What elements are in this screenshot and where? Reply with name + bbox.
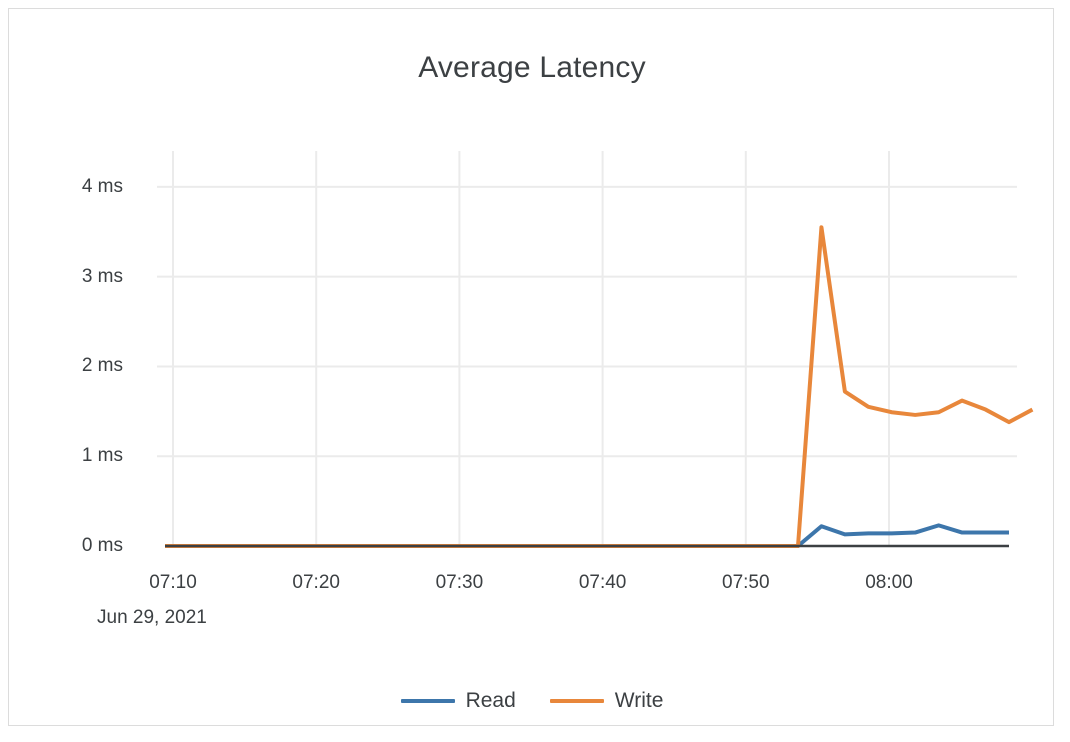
series-line-write bbox=[165, 225, 1034, 548]
line-chart-plot bbox=[157, 151, 1034, 548]
legend-label: Read bbox=[465, 689, 516, 712]
gridlines-group bbox=[157, 151, 1017, 546]
x-axis-tick-label: 07:20 bbox=[292, 572, 340, 593]
x-axis-tick-label: 07:50 bbox=[722, 572, 770, 593]
x-axis-tick-label: 07:40 bbox=[578, 572, 627, 593]
legend-swatch-icon bbox=[400, 699, 455, 703]
chart-card: Average Latency 0 ms 1 ms 2 ms 3 ms 4 ms 07:… bbox=[8, 8, 1054, 726]
y-axis-tick-label: 1 ms bbox=[81, 445, 123, 467]
y-axis-tick-label: 0 ms bbox=[81, 535, 123, 556]
x-axis-tick-label: 07:30 bbox=[435, 572, 484, 593]
legend-item-write[interactable]: Write bbox=[549, 689, 664, 713]
y-axis-tick-label: 3 ms bbox=[81, 265, 123, 287]
chart-title: Average Latency bbox=[418, 51, 646, 84]
y-axis-tick-label: 2 ms bbox=[81, 355, 123, 377]
legend-item-read[interactable]: Read bbox=[400, 689, 516, 713]
y-axis-tick-label: 4 ms bbox=[81, 175, 123, 197]
legend-swatch-icon bbox=[549, 699, 604, 703]
x-axis-date-label: Jun 29, 2021 bbox=[97, 607, 207, 628]
chart-legend: Read Write bbox=[9, 689, 1055, 713]
legend-label: Write bbox=[614, 689, 664, 712]
series-lines-group bbox=[165, 225, 1034, 548]
series-line-read bbox=[165, 523, 1009, 548]
x-axis-tick-label: 07:10 bbox=[149, 572, 197, 593]
x-axis-tick-label: 08:00 bbox=[865, 572, 913, 593]
